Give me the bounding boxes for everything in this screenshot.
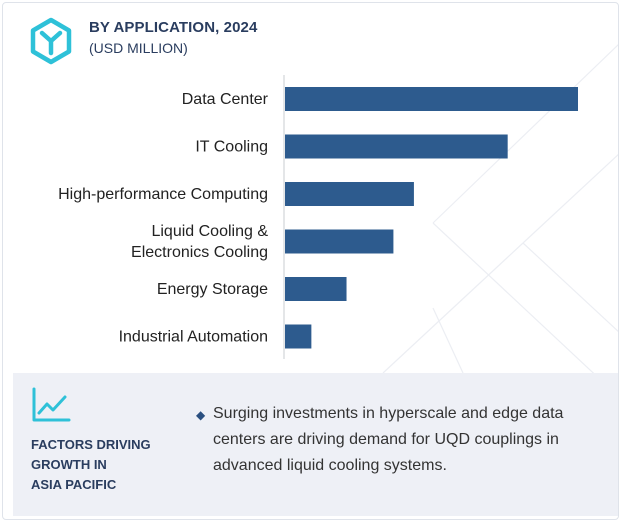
category-label-3: High-performance Computing bbox=[58, 186, 268, 203]
category-label-1: Data Center bbox=[182, 91, 269, 108]
bar-4 bbox=[285, 229, 394, 254]
diamond-bullet-icon: ◆ bbox=[196, 408, 206, 422]
bar-chart: Data Center IT Cooling High-performance Co… bbox=[58, 75, 578, 359]
category-label-5: Energy Storage bbox=[157, 281, 268, 298]
bar-2 bbox=[285, 134, 508, 159]
background-decoration bbox=[382, 44, 618, 397]
bar-6 bbox=[285, 324, 312, 349]
hexagon-y-logo-icon bbox=[30, 17, 72, 65]
factors-bullet-text: Surging investments in hyperscale and ed… bbox=[213, 405, 564, 474]
chart-subtitle: (USD MILLION) bbox=[89, 40, 188, 56]
category-label-2: IT Cooling bbox=[195, 139, 268, 156]
factors-panel: FACTORS DRIVING GROWTH IN ASIA PACIFIC ◆… bbox=[13, 373, 618, 516]
category-label-4: Liquid Cooling & Electronics Cooling bbox=[131, 223, 268, 261]
factors-title: FACTORS DRIVING GROWTH IN ASIA PACIFIC bbox=[31, 437, 151, 492]
bar-3 bbox=[285, 182, 414, 206]
category-label-6: Industrial Automation bbox=[119, 329, 268, 346]
bar-1 bbox=[285, 87, 578, 111]
trend-line-chart-icon bbox=[32, 387, 71, 422]
chart-title: BY APPLICATION, 2024 bbox=[89, 19, 258, 36]
bar-5 bbox=[285, 277, 347, 301]
